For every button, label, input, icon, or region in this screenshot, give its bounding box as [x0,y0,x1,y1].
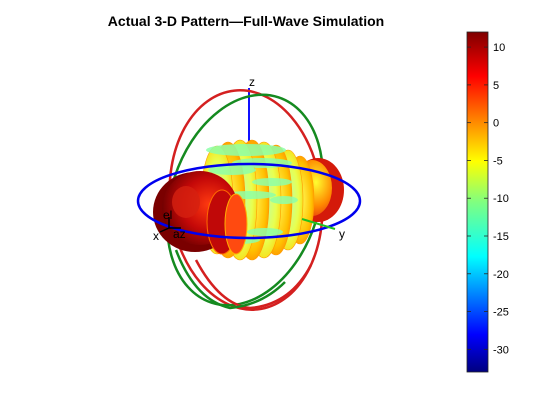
chart-title: Actual 3-D Pattern—Full-Wave Simulation [108,13,384,29]
pattern-3d-scene: z y x el az [136,75,362,311]
main-lobe-highlight [172,186,200,218]
colorbar-strip [466,31,489,373]
low-gain-streak [206,144,286,156]
blue-circle-xy-plane [136,162,362,240]
colorbar-tick-label: -5 [493,155,503,167]
colorbar-tick-label: -20 [493,269,509,281]
low-gain-streak [270,196,298,204]
y-axis-label: y [339,227,345,241]
colorbar-tick-label: -15 [493,231,509,243]
gizmo-radial-arm [159,227,170,233]
red-circle-front-arc [194,259,313,310]
low-gain-streak [208,165,256,175]
main-lobe-ring [224,193,248,255]
colorbar-tick-label: -10 [493,193,509,205]
colorbar: 10 5 0 -5 -10 -15 -20 -25 -30 [466,31,509,373]
colorbar-tick-label: -30 [493,344,509,356]
colorbar-tick-label: 5 [493,80,499,92]
el-label: el [163,208,172,222]
colorbar-tick-label: -25 [493,307,509,319]
low-gain-streak [252,178,292,186]
y-axis-line [301,218,336,230]
local-coordinate-gizmo [159,217,181,233]
green-circle-front-arc [174,249,286,310]
colorbar-ticks: 10 5 0 -5 -10 -15 -20 -25 -30 [467,42,509,356]
z-axis-label: z [249,75,255,89]
low-gain-streak [247,228,283,236]
az-label: az [173,227,186,241]
colorbar-tick-label: 0 [493,118,499,130]
radiation-pattern-body [153,139,344,261]
colorbar-tick-label: 10 [493,42,505,54]
x-axis-label: x [153,229,159,243]
